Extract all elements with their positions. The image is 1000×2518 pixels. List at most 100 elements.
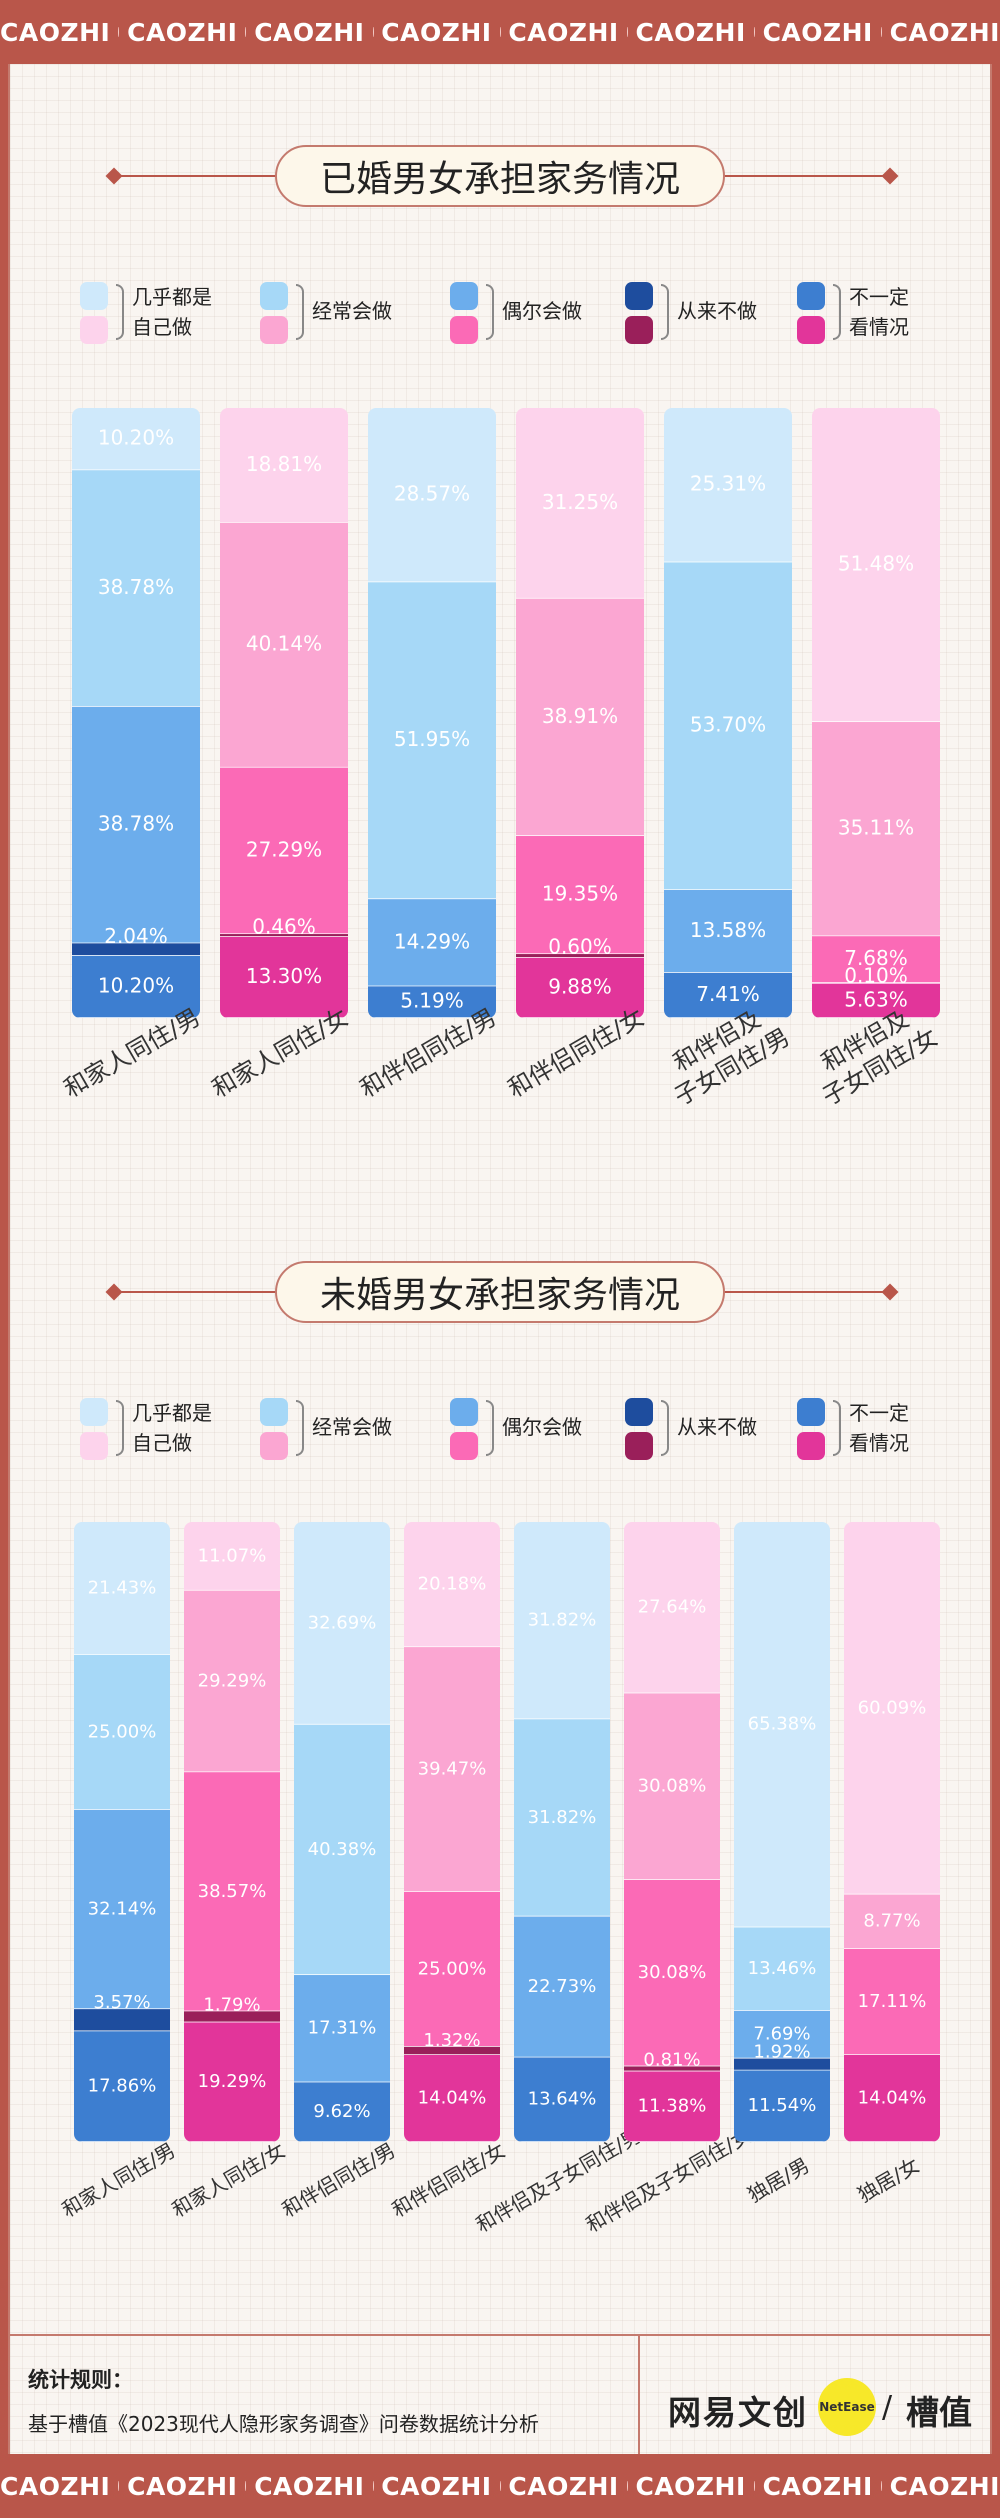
data-label: 11.07% bbox=[198, 1545, 267, 1566]
bar-segment bbox=[514, 2057, 610, 2142]
data-label: 35.11% bbox=[838, 816, 914, 840]
banner-dot bbox=[753, 27, 755, 37]
bar-segment bbox=[664, 408, 792, 563]
bar-segment bbox=[294, 1724, 390, 1976]
legend-label: 不一定 看情况 bbox=[849, 1401, 909, 1455]
bar-segment bbox=[404, 2046, 500, 2055]
bar-segment bbox=[734, 2010, 830, 2059]
bar-segment bbox=[516, 954, 644, 958]
bar-stack bbox=[368, 408, 496, 1018]
data-label: 10.20% bbox=[98, 973, 174, 997]
legend-swatch-female bbox=[625, 316, 653, 344]
data-label: 14.04% bbox=[858, 2087, 927, 2108]
data-label: 40.38% bbox=[308, 1839, 377, 1860]
banner-word: CAOZHI bbox=[0, 17, 111, 47]
legend-brace bbox=[486, 284, 494, 340]
legend-brace bbox=[116, 284, 124, 340]
bar-stack bbox=[514, 1522, 610, 2142]
bar-segment bbox=[664, 889, 792, 973]
legend-label: 经常会做 bbox=[312, 1415, 392, 1439]
legend-married: 几乎都是 自己做 经常会做 偶尔会做 从来不做 不一定 看情况 bbox=[80, 272, 940, 352]
bar-segment bbox=[812, 936, 940, 984]
data-label: 1.79% bbox=[203, 1994, 260, 2015]
banner-word: CAOZHI bbox=[254, 17, 365, 47]
banner-dot bbox=[118, 27, 120, 37]
banner-word: CAOZHI bbox=[635, 2471, 746, 2501]
legend-brace bbox=[833, 284, 841, 340]
bar-segment bbox=[844, 1522, 940, 1895]
legend-brace bbox=[661, 1400, 669, 1456]
legend-swatch-female bbox=[450, 316, 478, 344]
bar-segment bbox=[624, 1522, 720, 1694]
bar-segment bbox=[294, 1975, 390, 2083]
bar-segment bbox=[72, 408, 200, 471]
data-label: 17.86% bbox=[88, 2076, 157, 2097]
data-label: 53.70% bbox=[690, 713, 766, 737]
legend-label: 几乎都是 自己做 bbox=[132, 285, 212, 339]
banner-dot bbox=[626, 27, 628, 37]
legend-label: 几乎都是 自己做 bbox=[132, 1401, 212, 1455]
bar-stack bbox=[844, 1522, 940, 2142]
bar-segment bbox=[812, 983, 940, 1018]
banner-word: CAOZHI bbox=[889, 17, 1000, 47]
data-label: 11.38% bbox=[638, 2096, 707, 2117]
data-label: 27.29% bbox=[246, 837, 322, 861]
data-label: 27.64% bbox=[638, 1597, 707, 1618]
bar-segment bbox=[624, 1693, 720, 1880]
legend-unmarried: 几乎都是 自己做 经常会做 偶尔会做 从来不做 不一定 看情况 bbox=[80, 1388, 940, 1468]
banner-dot bbox=[245, 2481, 247, 2491]
bar-segment bbox=[74, 1654, 170, 1810]
banner-dot bbox=[118, 2481, 120, 2491]
caozhi-logo-text: 槽值 bbox=[906, 2393, 972, 2432]
bar-segment bbox=[812, 722, 940, 937]
legend-swatch-male bbox=[797, 282, 825, 310]
bar-segment bbox=[516, 598, 644, 837]
bar-segment bbox=[734, 2070, 830, 2142]
data-label: 14.29% bbox=[394, 929, 470, 953]
banner-word: CAOZHI bbox=[381, 17, 492, 47]
category-label: 和家人同住/男 bbox=[58, 2138, 180, 2222]
data-label: 5.19% bbox=[400, 989, 464, 1013]
bar-segment bbox=[220, 767, 348, 935]
banner-dot bbox=[372, 27, 374, 37]
bar-segment bbox=[734, 1927, 830, 2011]
banner-word: CAOZHI bbox=[635, 17, 746, 47]
legend-swatch-male bbox=[80, 1398, 108, 1426]
bar-stack bbox=[184, 1522, 280, 2142]
bar-segment bbox=[184, 1590, 280, 1773]
title-line-right bbox=[720, 175, 888, 177]
banner-word: CAOZHI bbox=[508, 17, 619, 47]
bar-segment bbox=[72, 706, 200, 944]
bar-segment bbox=[624, 2066, 720, 2072]
data-label: 1.32% bbox=[423, 2030, 480, 2051]
data-label: 13.30% bbox=[246, 964, 322, 988]
banner-word: CAOZHI bbox=[762, 17, 873, 47]
bar-segment bbox=[220, 408, 348, 523]
category-label: 和家人同住/女 bbox=[168, 2138, 290, 2222]
bar-segment bbox=[72, 470, 200, 707]
bar-stack bbox=[404, 1522, 500, 2142]
data-label: 3.57% bbox=[93, 1992, 150, 2013]
title-line-left bbox=[112, 1291, 280, 1293]
data-label: 7.68% bbox=[844, 946, 908, 970]
legend-swatch-male bbox=[80, 282, 108, 310]
legend-swatch-female bbox=[260, 316, 288, 344]
netease-logo-text: 网易文创 bbox=[668, 2393, 808, 2432]
legend-swatch-male bbox=[625, 1398, 653, 1426]
data-label: 31.82% bbox=[528, 1807, 597, 1828]
data-label: 25.00% bbox=[418, 1958, 487, 1979]
footer-divider bbox=[638, 2336, 640, 2454]
banner-dot bbox=[372, 2481, 374, 2491]
banner-dot bbox=[499, 2481, 501, 2491]
bar-stack bbox=[734, 1522, 830, 2142]
bar-segment bbox=[404, 1522, 500, 1648]
data-label: 30.08% bbox=[638, 1962, 707, 1983]
bar-segment bbox=[624, 1879, 720, 2067]
banner-word: CAOZHI bbox=[762, 2471, 873, 2501]
legend-brace bbox=[116, 1400, 124, 1456]
banner-dot bbox=[245, 27, 247, 37]
data-label: 0.46% bbox=[252, 915, 316, 939]
unmarried-bar-chart: 21.43% 25.00% 32.14% 3.57% 17.86% 和家人同住/男 11.0… bbox=[58, 1522, 940, 2237]
data-label: 10.20% bbox=[98, 426, 174, 450]
data-label: 32.69% bbox=[308, 1612, 377, 1633]
